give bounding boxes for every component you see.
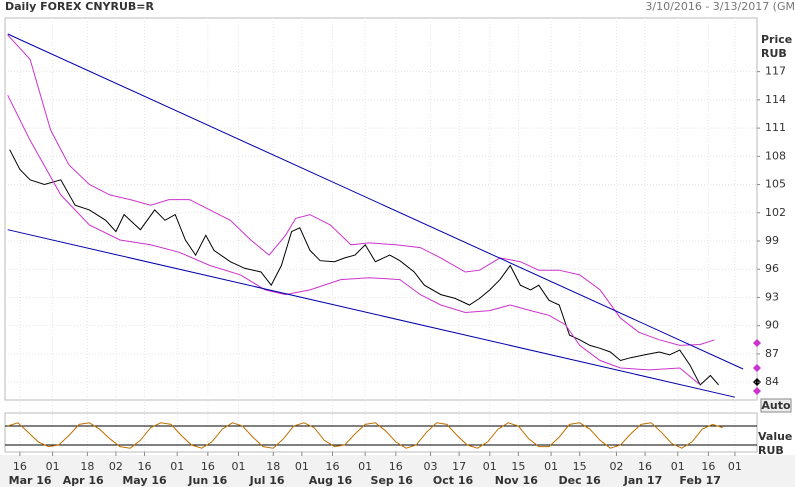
- y-tick-label: 114: [765, 93, 786, 106]
- x-tick-label: 18: [80, 460, 94, 473]
- x-tick-label: 01: [295, 460, 309, 473]
- y-tick-label: 87: [765, 347, 779, 360]
- x-tick-label: 16: [138, 460, 152, 473]
- x-axis-band: [0, 455, 795, 487]
- month-label: Mar 16: [9, 474, 52, 487]
- x-tick-label: 16: [201, 460, 215, 473]
- x-tick-label: 17: [452, 460, 466, 473]
- y-tick-label: 93: [765, 290, 779, 303]
- x-tick-label: 01: [483, 460, 497, 473]
- x-tick-label: 02: [109, 460, 123, 473]
- y-axis-unit: RUB: [761, 47, 787, 60]
- month-label: Nov 16: [495, 474, 538, 487]
- auto-scale-label[interactable]: Auto: [761, 399, 791, 412]
- x-tick-label: 02: [609, 460, 623, 473]
- lower-axis-title: Value: [758, 430, 792, 443]
- series-line: [9, 149, 719, 386]
- month-label: Jan 17: [623, 474, 662, 487]
- month-label: Aug 16: [309, 474, 353, 487]
- x-tick-label: 18: [266, 460, 280, 473]
- chart-title: Daily FOREX CNYRUB=R: [5, 0, 155, 13]
- x-tick-label: 01: [544, 460, 558, 473]
- series-line: [7, 34, 715, 346]
- x-tick-label: 03: [424, 460, 438, 473]
- x-tick-label: 01: [232, 460, 246, 473]
- band-markers: [753, 339, 761, 395]
- date-range: 3/10/2016 - 3/13/2017 (GM: [645, 0, 795, 13]
- y-tick-label: 96: [765, 262, 779, 275]
- x-tick-label: 15: [511, 460, 525, 473]
- series-line: [7, 94, 701, 386]
- y-tick-label: 90: [765, 319, 779, 332]
- series-line: [7, 422, 723, 449]
- x-tick-label: 16: [389, 460, 403, 473]
- month-label: Oct 16: [433, 474, 474, 487]
- y-tick-label: 117: [765, 65, 786, 78]
- y-axis-title: Price: [761, 33, 792, 46]
- price-panel: [4, 17, 758, 401]
- month-label: Apr 16: [63, 474, 104, 487]
- x-tick-label: 01: [728, 460, 742, 473]
- month-label: Sep 16: [371, 474, 414, 487]
- x-tick-label: 01: [671, 460, 685, 473]
- x-tick-label: 16: [13, 460, 27, 473]
- series-line: [7, 229, 736, 398]
- x-tick-label: 01: [46, 460, 60, 473]
- oscillator-panel: [4, 412, 758, 453]
- month-label: Jul 16: [249, 474, 285, 487]
- month-label: Dec 16: [559, 474, 602, 487]
- month-label: May 16: [122, 474, 167, 487]
- x-tick-label: 16: [701, 460, 715, 473]
- x-tick-label: 01: [358, 460, 372, 473]
- auto-scale-button[interactable]: [760, 398, 792, 413]
- lower-axis-unit: RUB: [758, 444, 784, 457]
- x-tick-label: 16: [325, 460, 339, 473]
- y-tick-label: 105: [765, 178, 786, 191]
- month-label: Jun 16: [187, 474, 227, 487]
- x-tick-label: 15: [573, 460, 587, 473]
- x-tick-label: 01: [170, 460, 184, 473]
- month-label: Feb 17: [679, 474, 721, 487]
- series-line: [7, 33, 744, 370]
- y-tick-label: 111: [765, 121, 786, 134]
- y-tick-label: 108: [765, 149, 786, 162]
- y-tick-label: 99: [765, 234, 779, 247]
- y-tick-label: 84: [765, 375, 779, 388]
- x-tick-label: 16: [638, 460, 652, 473]
- y-tick-label: 102: [765, 206, 786, 219]
